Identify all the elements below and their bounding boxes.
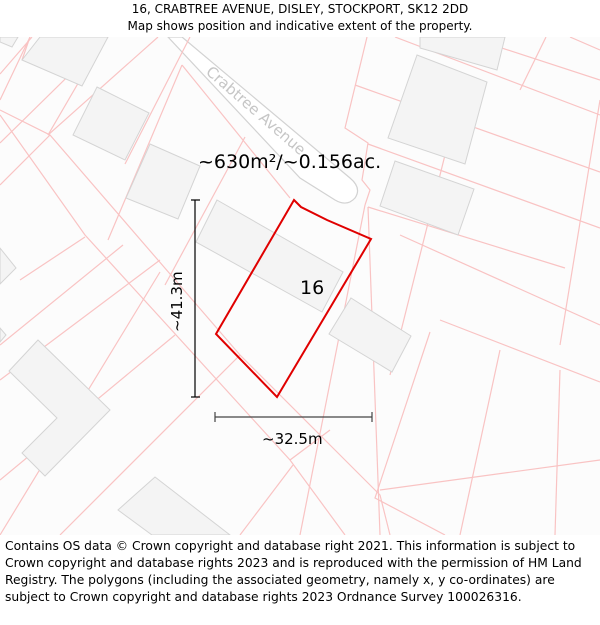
height-dimension-label: ~41.3m [168, 271, 186, 332]
height-measure [191, 199, 200, 398]
buildings [0, 37, 506, 535]
width-measure [214, 412, 373, 422]
map-canvas: Crabtree Avenue ~630m²/~0.156ac. 16 ~41.… [0, 37, 600, 535]
property-map[interactable]: Crabtree Avenue ~630m²/~0.156ac. 16 ~41.… [0, 37, 600, 535]
property-address-title: 16, CRABTREE AVENUE, DISLEY, STOCKPORT, … [131, 2, 469, 16]
width-dimension-label: ~32.5m [262, 430, 323, 448]
property-boundary-outline[interactable] [214, 198, 373, 399]
area-label: ~630m²/~0.156ac. [198, 151, 381, 173]
map-subtitle: Map shows position and indicative extent… [127, 19, 473, 33]
map-header: 16, CRABTREE AVENUE, DISLEY, STOCKPORT, … [0, 0, 600, 38]
plot-number-label: 16 [300, 277, 324, 299]
copyright-attribution: Contains OS data © Crown copyright and d… [5, 539, 582, 604]
road-crabtree-avenue [167, 37, 359, 204]
